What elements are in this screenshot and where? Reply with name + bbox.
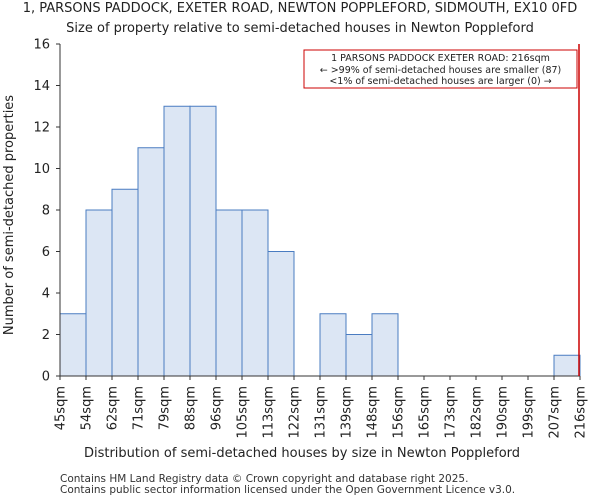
bar-139sqm: [345, 334, 373, 377]
x-tick-label: 71sqm: [132, 386, 147, 430]
footer-line-2: Contains public sector information licen…: [60, 484, 516, 496]
x-tick-label: 113sqm: [262, 386, 277, 439]
bar-88sqm: [189, 105, 217, 377]
y-tick-label: 2: [42, 328, 50, 343]
bar-148sqm: [371, 313, 399, 377]
y-tick-label: 0: [42, 370, 50, 385]
bar-96sqm: [215, 209, 243, 377]
bar-54sqm: [85, 209, 113, 377]
property-annotation: 1 PARSONS PADDOCK EXETER ROAD: 216sqm ← …: [303, 49, 578, 89]
bar-207sqm: [553, 354, 581, 377]
x-tick-label: 148sqm: [366, 386, 381, 439]
footer-line-1: Contains HM Land Registry data © Crown c…: [60, 473, 469, 485]
bar-71sqm: [137, 147, 165, 377]
y-tick-label: 4: [42, 287, 50, 302]
x-tick-label: 165sqm: [418, 386, 433, 439]
y-tick-label: 12: [33, 121, 50, 136]
y-axis-label: Number of semi-detached properties: [2, 95, 17, 335]
annotation-line-1: 1 PARSONS PADDOCK EXETER ROAD: 216sqm: [331, 53, 550, 64]
x-tick-label: 182sqm: [470, 386, 485, 439]
y-tick-label: 8: [42, 204, 50, 219]
x-tick-label: 96sqm: [210, 386, 225, 430]
chart-title: 1, PARSONS PADDOCK, EXETER ROAD, NEWTON …: [22, 1, 578, 16]
bar-113sqm: [267, 251, 295, 377]
bar-series: [59, 105, 581, 377]
annotation-box: [303, 49, 578, 89]
y-axis-ticks: 0 2 4 6 8 10 12 14 16: [33, 38, 60, 385]
x-tick-label: 122sqm: [288, 386, 303, 439]
annotation-line-2: ← >99% of semi-detached houses are small…: [320, 65, 562, 76]
x-tick-label: 54sqm: [80, 386, 95, 430]
x-tick-label: 139sqm: [340, 386, 355, 439]
x-tick-label: 131sqm: [314, 386, 329, 439]
y-tick-label: 16: [33, 38, 50, 53]
chart-subtitle: Size of property relative to semi-detach…: [66, 21, 534, 36]
bar-105sqm: [241, 209, 269, 377]
x-tick-label: 216sqm: [574, 386, 589, 439]
y-tick-label: 6: [42, 245, 50, 260]
x-tick-label: 62sqm: [106, 386, 121, 430]
bar-45sqm: [59, 313, 87, 377]
bar-131sqm: [319, 313, 347, 377]
bar-62sqm: [111, 188, 139, 377]
x-tick-label: 45sqm: [54, 386, 69, 430]
x-tick-label: 207sqm: [548, 386, 563, 439]
y-tick-label: 10: [33, 162, 50, 177]
bar-79sqm: [163, 105, 191, 377]
x-tick-label: 156sqm: [392, 386, 407, 439]
x-tick-label: 199sqm: [522, 386, 537, 439]
y-tick-label: 14: [33, 79, 50, 94]
annotation-line-3: <1% of semi-detached houses are larger (…: [329, 76, 551, 87]
x-tick-label: 105sqm: [236, 386, 251, 439]
x-tick-label: 190sqm: [496, 386, 511, 439]
x-axis-ticks: 45sqm 54sqm 62sqm 71sqm 79sqm 88sqm 96sqm 105sq…: [54, 376, 589, 439]
x-tick-label: 88sqm: [184, 386, 199, 430]
x-tick-label: 173sqm: [444, 386, 459, 439]
x-tick-label: 79sqm: [158, 386, 173, 430]
x-axis-label: Distribution of semi-detached houses by …: [84, 446, 520, 461]
